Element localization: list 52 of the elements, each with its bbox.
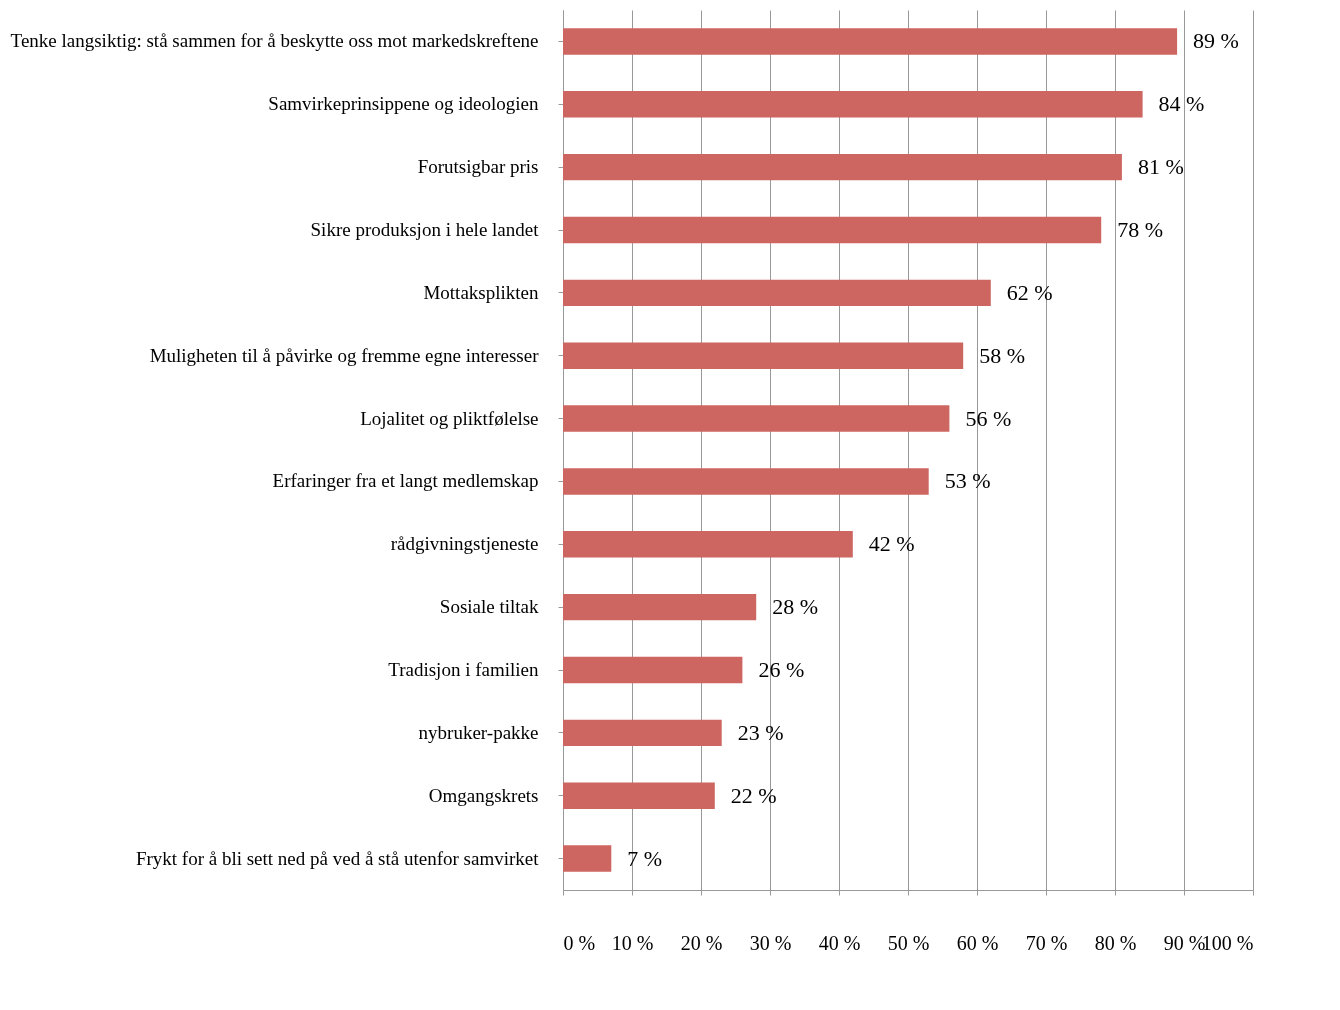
x-tick-label: 10 % (611, 931, 654, 954)
bar (563, 719, 722, 747)
bar (563, 845, 612, 872)
data-label: 53 % (944, 468, 991, 494)
data-label: 84 % (1158, 91, 1205, 117)
bar (563, 656, 743, 684)
y-tick-label: Tenke langsiktig: stå sammen for å beskytte oss mot markedskreftene (10, 30, 539, 52)
x-tick-label: 60 % (956, 931, 999, 954)
y-tick-label: nybruker-pakke (418, 721, 539, 743)
x-tick-label: 70 % (1025, 931, 1068, 954)
data-label: 22 % (730, 782, 777, 808)
data-label: 56 % (965, 405, 1012, 431)
bar (563, 468, 929, 495)
data-label: 7 % (627, 845, 663, 871)
data-label: 42 % (868, 531, 915, 557)
data-label: 26 % (758, 657, 805, 682)
x-tick-label: 90 % (1163, 931, 1206, 954)
y-tick-label: Erfaringer fra et langt medlemskap (272, 470, 539, 492)
y-tick-label: Samvirkeprinsippene og ideologien (268, 93, 539, 115)
x-tick-label: 80 % (1094, 931, 1137, 954)
x-tick-label: 50 % (887, 931, 930, 954)
data-label: 62 % (1006, 279, 1053, 305)
data-label: 23 % (737, 719, 784, 745)
y-tick-label: Frykt for å bli sett ned på ved å stå utenfor samvirket (135, 847, 540, 869)
bar (563, 279, 991, 307)
data-label: 81 % (1137, 154, 1184, 180)
bar (563, 342, 964, 369)
y-tick-label: Muligheten til å påvirke og fremme egne interesser (149, 344, 540, 366)
bar (563, 153, 1122, 181)
bar (563, 782, 715, 809)
bar (563, 28, 1178, 55)
x-tick-label: 30 % (749, 931, 792, 954)
bar (563, 593, 757, 621)
y-tick-label: Tradisjon i familien (388, 659, 539, 680)
bar (563, 91, 1143, 118)
y-tick-label: Mottaksplikten (423, 281, 539, 303)
y-tick-label: Lojalitet og pliktfølelse (360, 407, 539, 429)
x-tick-label: 40 % (818, 931, 861, 954)
y-tick-label: Sosiale tiltak (439, 596, 539, 618)
bar (563, 216, 1102, 244)
y-tick-label: Forutsigbar pris (417, 156, 539, 178)
y-tick-label: rådgivningstjeneste (390, 533, 539, 555)
y-tick-label: Omgangskrets (428, 784, 539, 806)
x-tick-label: 20 % (680, 931, 723, 954)
data-label: 28 % (772, 594, 819, 620)
bar (563, 405, 950, 432)
x-tick-label: 0 % (563, 931, 596, 954)
bar (563, 531, 853, 558)
data-label: 89 % (1193, 28, 1239, 54)
y-tick-label: Sikre produksjon i hele landet (310, 219, 540, 240)
data-label: 78 % (1117, 217, 1164, 242)
data-label: 58 % (979, 342, 1026, 368)
